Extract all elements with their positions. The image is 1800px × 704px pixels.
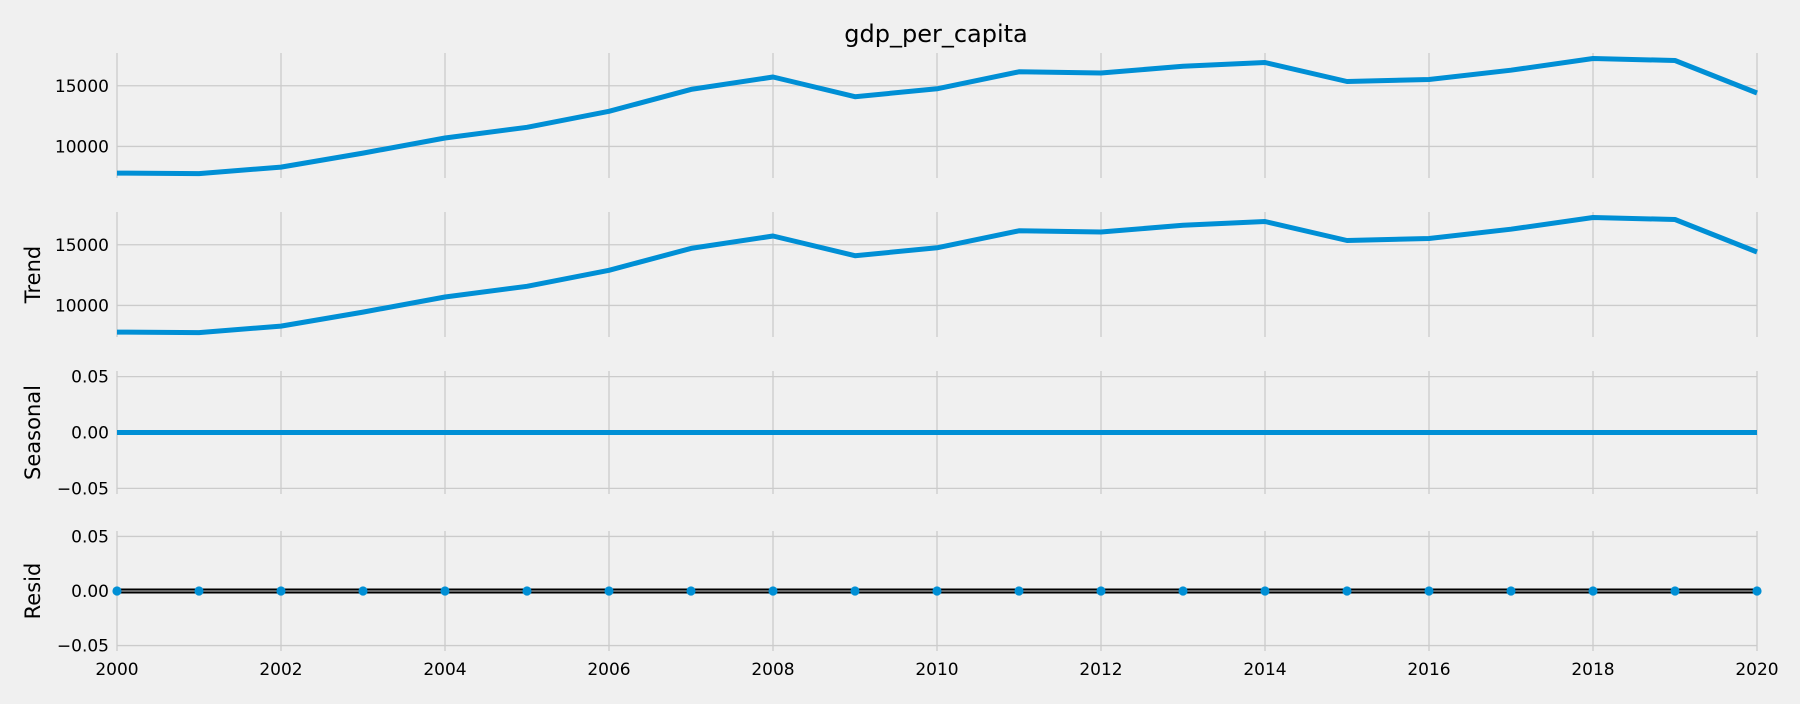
- resid-point-6: [604, 586, 614, 596]
- resid-point-9: [850, 586, 860, 596]
- observed-series-line: [116, 56, 1758, 177]
- resid-point-1: [194, 586, 204, 596]
- y-tick-label-observed-1: 15000: [55, 77, 109, 97]
- x-tick-label-4: 2008: [751, 660, 794, 680]
- chart-title: gdp_per_capita: [844, 20, 1028, 48]
- x-tick-label-8: 2016: [1407, 660, 1450, 680]
- y-tick-label-observed-0: 10000: [55, 137, 109, 157]
- x-tick-label-7: 2014: [1243, 660, 1286, 680]
- resid-point-7: [686, 586, 696, 596]
- resid-point-4: [440, 586, 450, 596]
- resid-point-2: [276, 586, 286, 596]
- x-tick-label-5: 2010: [915, 660, 958, 680]
- resid-point-10: [932, 586, 942, 596]
- y-axis-label-seasonal: Seasonal: [21, 385, 45, 480]
- y-tick-label-resid-1: 0.00: [71, 582, 109, 602]
- resid-point-8: [768, 586, 778, 596]
- resid-point-19: [1670, 586, 1680, 596]
- resid-point-12: [1096, 586, 1106, 596]
- x-tick-label-0: 2000: [95, 660, 138, 680]
- resid-point-14: [1260, 586, 1270, 596]
- x-tick-label-1: 2002: [259, 660, 302, 680]
- resid-point-16: [1424, 586, 1434, 596]
- resid-point-3: [358, 586, 368, 596]
- trend-series-line: [116, 215, 1758, 336]
- y-tick-label-resid-2: 0.05: [71, 527, 109, 547]
- resid-point-15: [1342, 586, 1352, 596]
- resid-point-5: [522, 586, 532, 596]
- y-tick-label-trend-1: 15000: [55, 236, 109, 256]
- x-tick-label-6: 2012: [1079, 660, 1122, 680]
- resid-point-18: [1588, 586, 1598, 596]
- y-tick-label-resid-0: −0.05: [57, 637, 109, 657]
- y-tick-label-seasonal-0: −0.05: [57, 479, 109, 499]
- resid-point-0: [112, 586, 122, 596]
- resid-point-20: [1752, 586, 1762, 596]
- y-tick-label-seasonal-2: 0.05: [71, 368, 109, 388]
- x-tick-label-3: 2006: [587, 660, 630, 680]
- x-tick-label-9: 2018: [1571, 660, 1614, 680]
- y-axis-label-trend: Trend: [21, 246, 45, 304]
- y-tick-label-seasonal-1: 0.00: [71, 424, 109, 444]
- y-axis-label-resid: Resid: [21, 563, 45, 620]
- resid-point-17: [1506, 586, 1516, 596]
- resid-point-13: [1178, 586, 1188, 596]
- resid-point-11: [1014, 586, 1024, 596]
- x-tick-label-10: 2020: [1735, 660, 1778, 680]
- y-tick-label-trend-0: 10000: [55, 296, 109, 316]
- x-tick-label-2: 2004: [423, 660, 466, 680]
